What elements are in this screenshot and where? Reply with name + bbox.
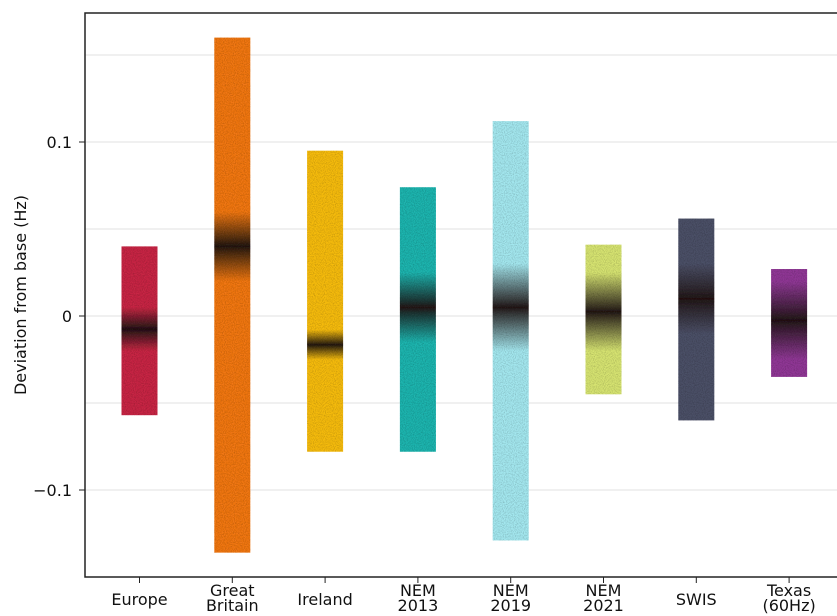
x-tick-label-line: 2013 xyxy=(398,596,439,615)
x-tick-label-line: 2021 xyxy=(583,596,624,615)
bar-swis xyxy=(678,218,715,421)
bar-nem-2021 xyxy=(585,244,622,395)
bars xyxy=(121,37,808,553)
bar-europe xyxy=(121,246,158,416)
y-axis-label: Deviation from base (Hz) xyxy=(11,195,30,395)
x-tick-label-line: Texas xyxy=(766,581,811,600)
grid-lines xyxy=(85,54,837,491)
x-tick-label: SWIS xyxy=(676,590,717,609)
y-tick-label: 0 xyxy=(62,307,72,326)
y-axis-ticks: 0.1 0 −0.1 xyxy=(33,133,85,500)
x-tick-label: Texas (60Hz) xyxy=(762,581,815,615)
x-tick-label-line: NEM xyxy=(586,581,622,600)
x-tick-label-line: NEM xyxy=(493,581,529,600)
x-tick-label-line: NEM xyxy=(400,581,436,600)
x-tick-label-line: Great xyxy=(210,581,255,600)
x-tick-label-line: 2019 xyxy=(490,596,531,615)
x-tick-label: Ireland xyxy=(297,590,352,609)
bar-nem-2013 xyxy=(399,187,436,452)
axes xyxy=(84,12,837,578)
y-tick-label: 0.1 xyxy=(47,133,72,152)
bar-great-britain xyxy=(214,37,251,553)
x-tick-label: Europe xyxy=(111,590,167,609)
x-tick-label-line: Britain xyxy=(206,596,259,615)
bar-ireland xyxy=(307,150,344,452)
bar-nem-2019 xyxy=(492,121,529,541)
x-tick-label: NEM 2021 xyxy=(583,581,624,615)
x-tick-label: Great Britain xyxy=(206,581,259,615)
x-tick-label: NEM 2013 xyxy=(398,581,439,615)
bar-texas-60hz- xyxy=(771,269,808,377)
x-tick-label-line: (60Hz) xyxy=(762,596,815,615)
y-tick-label: −0.1 xyxy=(33,481,72,500)
plot-frame xyxy=(84,12,837,578)
x-tick-label: NEM 2019 xyxy=(490,581,531,615)
